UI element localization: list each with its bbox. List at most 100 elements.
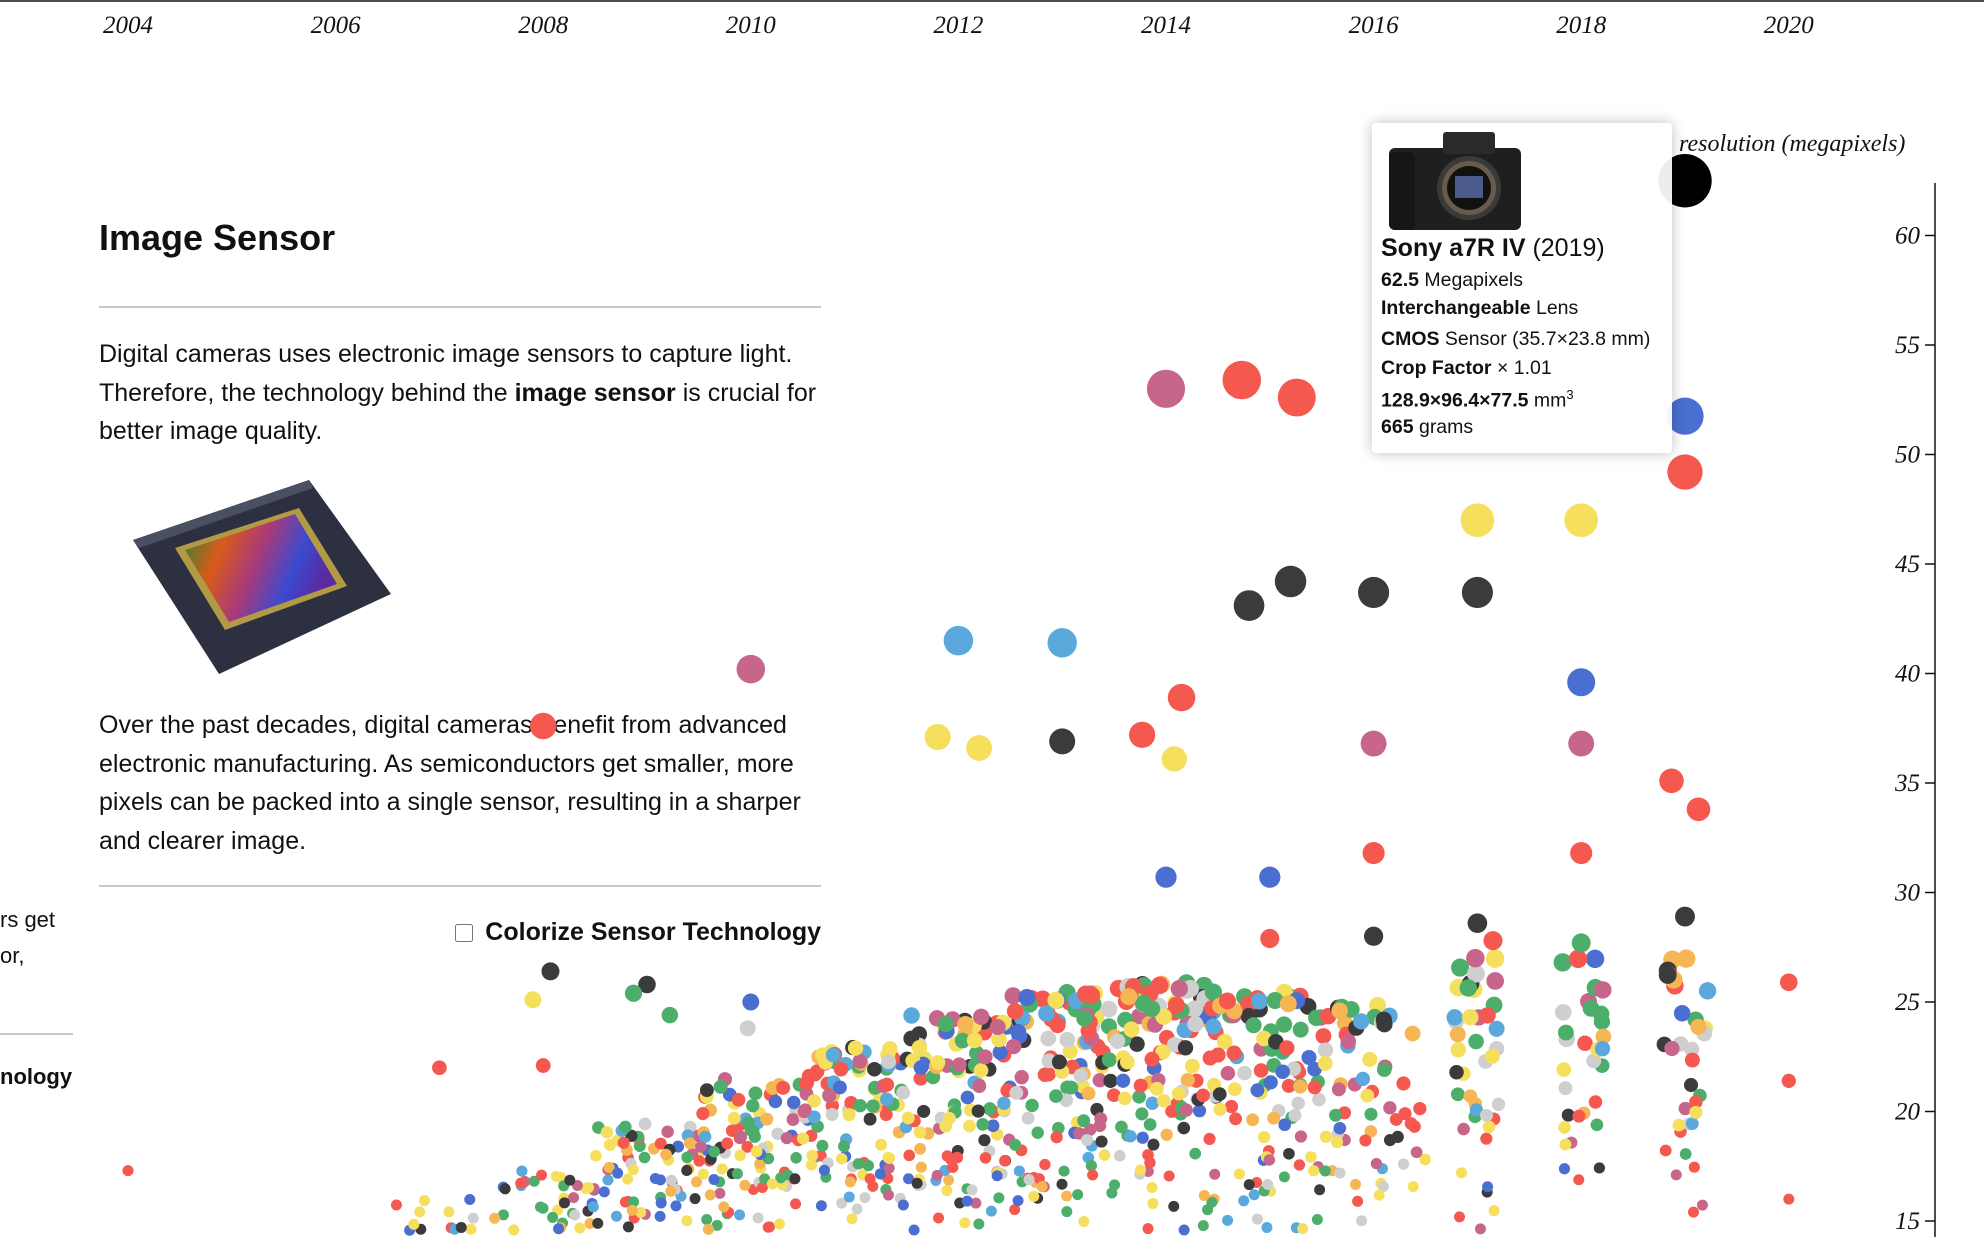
camera-dot[interactable] [1150, 976, 1169, 995]
camera-dot[interactable] [535, 1058, 551, 1073]
camera-dot[interactable] [1155, 1044, 1171, 1060]
camera-dot[interactable] [550, 1170, 562, 1182]
camera-dot[interactable] [742, 993, 760, 1011]
camera-dot[interactable] [985, 1205, 997, 1217]
camera-dot[interactable] [1253, 1063, 1269, 1078]
camera-dot[interactable] [1557, 1024, 1574, 1041]
camera-dot[interactable] [1283, 1147, 1295, 1160]
camera-dot[interactable] [1696, 1199, 1708, 1211]
camera-dot[interactable] [1781, 1073, 1796, 1088]
camera-dot[interactable] [711, 1219, 723, 1231]
camera-dot[interactable] [1109, 1033, 1126, 1049]
camera-dot[interactable] [515, 1177, 527, 1189]
camera-dot[interactable] [1167, 683, 1196, 712]
camera-dot[interactable] [1688, 1161, 1700, 1173]
camera-dot[interactable] [617, 1136, 630, 1149]
camera-dot[interactable] [1460, 503, 1495, 538]
camera-dot[interactable] [568, 1192, 580, 1204]
camera-dot[interactable] [467, 1212, 479, 1224]
camera-dot[interactable] [1222, 1214, 1234, 1226]
camera-dot[interactable] [1227, 1082, 1242, 1097]
camera-dot[interactable] [1113, 1149, 1126, 1162]
camera-dot[interactable] [741, 1140, 754, 1153]
camera-dot[interactable] [1404, 1025, 1421, 1042]
camera-dot[interactable] [1307, 1061, 1322, 1077]
camera-dot[interactable] [626, 1204, 638, 1216]
camera-dot[interactable] [874, 1168, 886, 1180]
camera-dot[interactable] [780, 1132, 793, 1145]
camera-dot[interactable] [408, 1218, 420, 1230]
camera-dot[interactable] [1286, 1061, 1302, 1077]
camera-dot[interactable] [1594, 1041, 1611, 1057]
camera-dot[interactable] [1260, 928, 1280, 949]
camera-dot[interactable] [951, 1151, 964, 1164]
camera-dot[interactable] [655, 1197, 667, 1209]
camera-dot[interactable] [619, 1120, 632, 1134]
camera-dot[interactable] [773, 1218, 785, 1230]
camera-dot[interactable] [739, 1179, 751, 1191]
camera-dot[interactable] [933, 1212, 945, 1224]
camera-dot[interactable] [957, 1015, 974, 1033]
camera-dot[interactable] [1567, 668, 1596, 697]
camera-dot[interactable] [736, 654, 766, 684]
camera-dot[interactable] [760, 1112, 774, 1126]
camera-dot[interactable] [1675, 906, 1695, 927]
camera-dot[interactable] [1061, 1206, 1073, 1218]
camera-dot[interactable] [1449, 1026, 1466, 1043]
camera-dot[interactable] [1149, 1081, 1164, 1096]
camera-dot[interactable] [1449, 1065, 1464, 1080]
camera-dot[interactable] [649, 1173, 661, 1185]
camera-dot[interactable] [983, 1102, 997, 1116]
camera-dot[interactable] [1025, 1098, 1039, 1113]
camera-dot[interactable] [1459, 979, 1477, 997]
camera-dot[interactable] [1383, 1134, 1397, 1147]
camera-dot[interactable] [1136, 1131, 1149, 1144]
camera-dot[interactable] [1157, 1093, 1171, 1108]
camera-dot[interactable] [1229, 1112, 1243, 1126]
camera-dot[interactable] [1087, 1169, 1099, 1181]
camera-dot[interactable] [553, 1223, 565, 1235]
camera-dot[interactable] [1080, 1022, 1097, 1039]
camera-dot[interactable] [1133, 1078, 1148, 1093]
camera-dot[interactable] [122, 1165, 134, 1177]
camera-dot[interactable] [1078, 1216, 1090, 1228]
camera-dot[interactable] [798, 1103, 812, 1117]
camera-dot[interactable] [1279, 995, 1297, 1013]
colorize-toggle[interactable]: Colorize Sensor Technology [455, 918, 821, 947]
camera-dot[interactable] [960, 1090, 975, 1105]
camera-dot[interactable] [694, 1140, 707, 1153]
camera-dot[interactable] [1058, 1165, 1070, 1177]
camera-dot[interactable] [1568, 949, 1588, 969]
camera-dot[interactable] [851, 1203, 863, 1215]
camera-dot[interactable] [1658, 966, 1677, 984]
camera-dot[interactable] [1673, 1004, 1691, 1022]
camera-dot[interactable] [1081, 1086, 1096, 1101]
camera-dot[interactable] [1085, 1159, 1097, 1172]
camera-dot[interactable] [1670, 1169, 1682, 1181]
camera-dot[interactable] [1259, 866, 1281, 888]
camera-dot[interactable] [1171, 1086, 1186, 1101]
camera-dot[interactable] [882, 1189, 894, 1201]
camera-dot[interactable] [807, 1094, 821, 1108]
camera-dot[interactable] [852, 1053, 868, 1069]
camera-dot[interactable] [558, 1197, 570, 1209]
camera-dot[interactable] [1120, 988, 1138, 1006]
camera-dot[interactable] [866, 1099, 880, 1113]
camera-dot[interactable] [951, 1057, 967, 1073]
camera-dot[interactable] [693, 1155, 705, 1167]
camera-dot[interactable] [973, 1063, 989, 1078]
camera-dot[interactable] [822, 1088, 837, 1103]
camera-dot[interactable] [731, 1093, 746, 1107]
camera-dot[interactable] [1678, 1101, 1692, 1116]
colorize-checkbox[interactable] [455, 923, 474, 942]
camera-dot[interactable] [1482, 1181, 1494, 1193]
camera-dot[interactable] [1672, 1118, 1686, 1132]
camera-dot[interactable] [930, 1055, 946, 1070]
camera-dot[interactable] [714, 1187, 726, 1199]
camera-dot[interactable] [1266, 991, 1284, 1009]
camera-dot[interactable] [1281, 1078, 1296, 1093]
camera-dot[interactable] [1467, 913, 1488, 934]
camera-dot[interactable] [1485, 949, 1505, 968]
camera-dot[interactable] [1373, 1189, 1385, 1201]
camera-dot[interactable] [1278, 1118, 1292, 1132]
